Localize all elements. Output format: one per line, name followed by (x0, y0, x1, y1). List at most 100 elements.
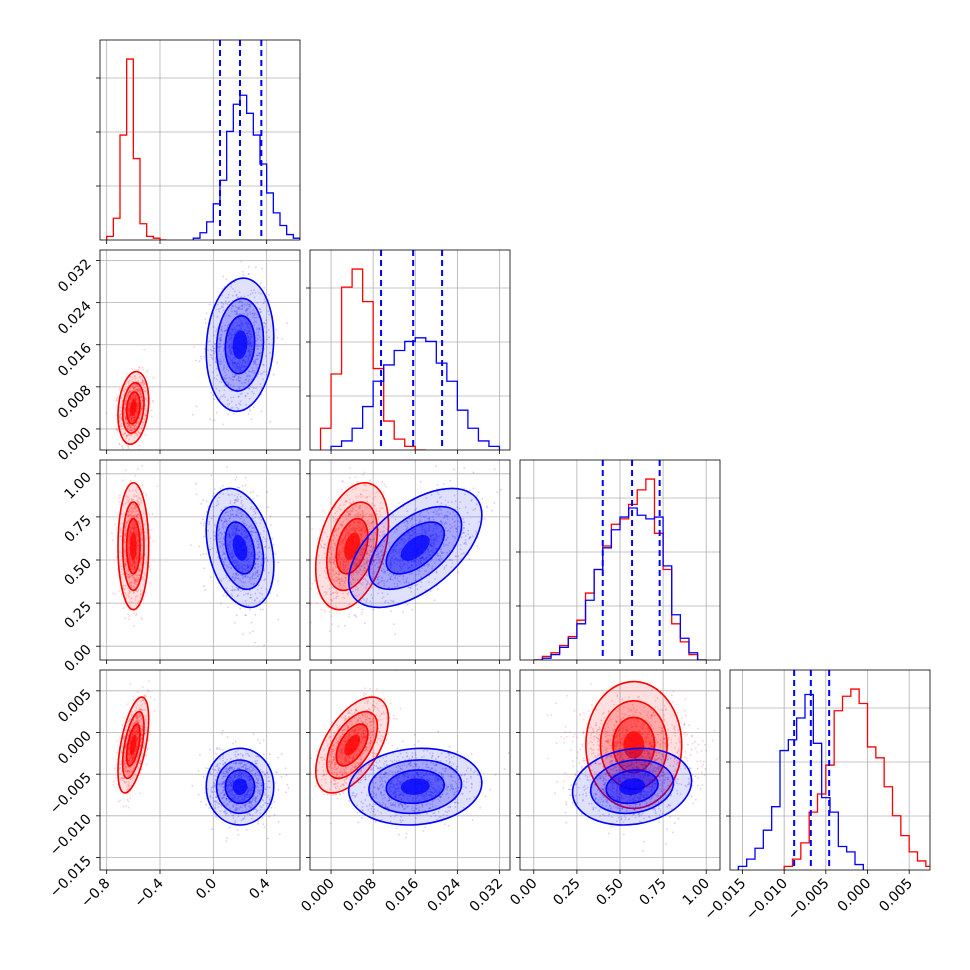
scatter-point (115, 556, 118, 558)
scatter-point (125, 564, 128, 567)
scatter-point (272, 543, 275, 546)
scatter-point (253, 362, 256, 364)
scatter-point (251, 342, 253, 345)
scatter-point (120, 418, 123, 420)
scatter-point (248, 388, 251, 390)
scatter-point (254, 358, 257, 361)
scatter-point (229, 347, 232, 349)
scatter-point (133, 569, 136, 572)
scatter-point (132, 498, 135, 501)
scatter-point (132, 419, 135, 422)
scatter-point (120, 406, 122, 409)
scatter-point (227, 296, 230, 299)
scatter-point (140, 427, 143, 430)
scatter-point (126, 381, 129, 384)
scatter-point (259, 383, 262, 385)
scatter-point (140, 408, 143, 410)
scatter-point (130, 415, 133, 418)
scatter-point (135, 422, 138, 425)
scatter-point (133, 417, 136, 420)
scatter-point (118, 551, 121, 553)
scatter-point (195, 493, 198, 496)
scatter-point (133, 428, 136, 431)
scatter-point (231, 362, 234, 365)
scatter-point (124, 415, 126, 418)
scatter-point (122, 573, 124, 575)
scatter-point (258, 352, 261, 355)
scatter-point (131, 574, 133, 577)
scatter-point (136, 501, 139, 504)
scatter-point (239, 324, 242, 327)
scatter-point (248, 305, 251, 308)
scatter-point (122, 607, 125, 610)
scatter-point (131, 526, 134, 529)
scatter-point (148, 386, 150, 389)
scatter-point (119, 528, 122, 531)
scatter-point (219, 353, 222, 356)
scatter-point (126, 434, 128, 437)
scatter-point (199, 355, 202, 358)
scatter-point (257, 334, 260, 337)
scatter-point (134, 514, 136, 516)
scatter-point (111, 539, 114, 542)
scatter-point (231, 364, 234, 366)
scatter-point (139, 497, 142, 500)
scatter-point (136, 517, 139, 519)
scatter-point (218, 310, 221, 313)
scatter-point (141, 544, 143, 547)
scatter-point (135, 397, 138, 400)
scatter-point (248, 307, 250, 310)
scatter-point (136, 408, 139, 410)
scatter-point (137, 384, 139, 387)
scatter-point (135, 385, 138, 387)
scatter-point (240, 366, 242, 369)
scatter-point (134, 423, 137, 426)
scatter-point (135, 563, 138, 566)
scatter-point (238, 363, 241, 366)
scatter-point (253, 313, 256, 315)
scatter-point (237, 376, 240, 378)
scatter-point (136, 531, 139, 534)
scatter-point (233, 361, 236, 364)
scatter-point (123, 542, 125, 544)
scatter-point (137, 431, 140, 434)
scatter-point (264, 322, 267, 325)
scatter-point (224, 302, 227, 304)
scatter-point (128, 535, 131, 538)
scatter-point (134, 582, 136, 585)
scatter-point (248, 370, 251, 372)
scatter-point (213, 398, 216, 400)
scatter-point (251, 312, 254, 315)
y-tick-label: 0.008 (55, 382, 95, 422)
scatter-point (127, 408, 130, 410)
scatter-point (237, 379, 240, 382)
scatter-point (141, 399, 144, 402)
scatter-point (223, 394, 225, 396)
scatter-point (133, 561, 136, 563)
scatter-point (127, 543, 130, 545)
scatter-point (144, 390, 146, 393)
scatter-point (226, 466, 228, 468)
scatter-point (241, 392, 244, 395)
scatter-point (371, 520, 374, 523)
scatter-point (139, 594, 142, 596)
scatter-point (140, 557, 143, 559)
scatter-point (130, 597, 133, 600)
scatter-point (137, 600, 140, 603)
scatter-point (248, 348, 251, 351)
scatter-point (125, 521, 128, 524)
scatter-point (129, 534, 132, 537)
scatter-point (223, 366, 225, 368)
scatter-point (255, 328, 258, 331)
scatter-point (249, 350, 251, 353)
scatter-point (222, 484, 224, 487)
scatter-point (128, 591, 131, 594)
scatter-point (129, 562, 132, 565)
scatter-point (248, 342, 250, 345)
scatter-point (328, 630, 331, 633)
scatter-point (238, 402, 241, 405)
scatter-point (129, 414, 132, 416)
scatter-point (143, 512, 145, 515)
scatter-point (120, 425, 123, 427)
scatter-point (136, 434, 139, 437)
